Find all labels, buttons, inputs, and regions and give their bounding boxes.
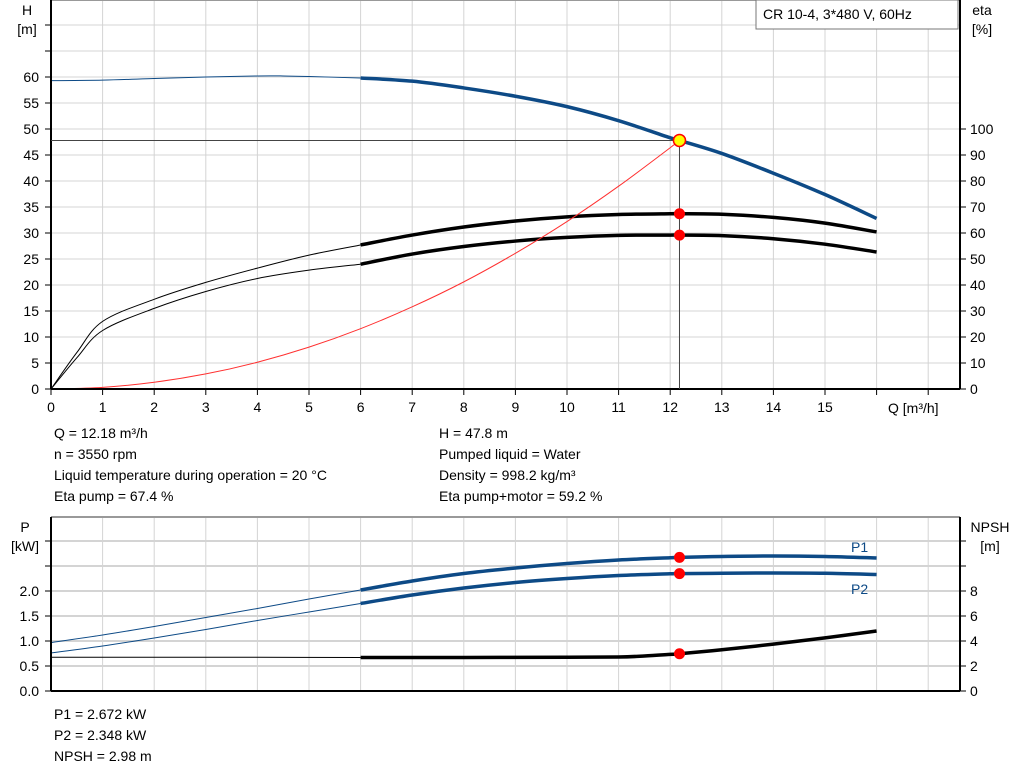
x-tick-label: 3	[202, 399, 210, 415]
readout-temperature: Liquid temperature during operation = 20…	[54, 467, 327, 483]
h-tick-label: 40	[23, 173, 39, 189]
eta-tick-label: 0	[970, 381, 978, 397]
P2-curve	[360, 571, 877, 606]
p1-series-label: P1	[851, 539, 868, 555]
x-tick-label: 1	[99, 399, 107, 415]
x-tick-label: 14	[766, 399, 782, 415]
top-chart-grid	[51, 0, 960, 389]
H-curve-extrapolated	[50, 75, 361, 82]
readout-npsh: NPSH = 2.98 m	[54, 748, 152, 764]
eta-axis-label: eta	[972, 2, 992, 18]
eta-tick-label: 70	[970, 199, 986, 215]
h-tick-label: 0	[31, 381, 39, 397]
p-tick-label: 1.0	[20, 633, 40, 649]
h-tick-label: 10	[23, 329, 39, 345]
p-tick-label: 0.5	[20, 658, 40, 674]
eta-tick-label: 100	[970, 121, 994, 137]
x-tick-label: 4	[254, 399, 262, 415]
axes: 0 1 2 3 4 5 6 7 8 9 10 11 12 13 14 15051015202530354045…	[20, 0, 994, 699]
npsh-axis-label: NPSH	[971, 519, 1010, 535]
readout-speed: n = 3550 rpm	[54, 446, 137, 462]
readout-q: Q = 12.18 m³/h	[54, 425, 148, 441]
x-tick-label: 0	[47, 399, 55, 415]
NPSH-curve	[360, 629, 877, 660]
eta_pump_motor-curve-extrapolated	[50, 263, 361, 390]
h-tick-label: 15	[23, 303, 39, 319]
eta-tick-label: 10	[970, 355, 986, 371]
title-box: CR 10-4, 3*480 V, 60Hz	[755, 0, 959, 30]
h-axis-unit: [m]	[17, 21, 36, 37]
duty-point-marker	[672, 133, 687, 148]
h-tick-label: 5	[31, 355, 39, 371]
readout-density: Density = 998.2 kg/m³	[439, 467, 576, 483]
readout-p1: P1 = 2.672 kW	[54, 706, 147, 722]
h-tick-label: 60	[23, 69, 39, 85]
x-tick-label: 15	[817, 399, 833, 415]
curves	[50, 75, 878, 660]
h-tick-label: 30	[23, 225, 39, 241]
npsh-tick-label: 2	[970, 658, 978, 674]
eta-tick-label: 80	[970, 173, 986, 189]
x-tick-label: 5	[305, 399, 313, 415]
eta-total-marker	[673, 229, 685, 241]
p-tick-label: 1.5	[20, 608, 40, 624]
npsh-tick-label: 0	[970, 683, 978, 699]
P2-curve-extrapolated	[50, 603, 361, 654]
h-tick-label: 20	[23, 277, 39, 293]
x-tick-label: 13	[714, 399, 730, 415]
eta-tick-label: 60	[970, 225, 986, 241]
x-tick-label: 7	[408, 399, 416, 415]
title-box-text: CR 10-4, 3*480 V, 60Hz	[763, 6, 912, 22]
h-tick-label: 55	[23, 95, 39, 111]
P1-curve	[360, 554, 877, 592]
npsh-tick-label: 6	[970, 608, 978, 624]
eta-axis-unit: [%]	[972, 21, 992, 37]
operating-point-markers	[51, 133, 687, 660]
readout-eta-total: Eta pump+motor = 59.2 %	[439, 488, 603, 504]
h-axis-label: H	[22, 2, 32, 18]
p-axis-unit: [kW]	[11, 538, 39, 554]
p-axis-label: P	[20, 519, 29, 535]
readout-p2: P2 = 2.348 kW	[54, 727, 147, 743]
p-tick-label: 0.0	[20, 683, 40, 699]
npsh-tick-label: 8	[970, 583, 978, 599]
eta-tick-label: 50	[970, 251, 986, 267]
h-tick-label: 45	[23, 147, 39, 163]
system_curve-curve	[50, 140, 680, 390]
x-tick-label: 10	[559, 399, 575, 415]
readout-head: H = 47.8 m	[439, 425, 508, 441]
x-tick-label: 2	[150, 399, 158, 415]
H-curve	[360, 76, 878, 221]
x-tick-label: 9	[512, 399, 520, 415]
P1-curve-extrapolated	[50, 589, 361, 643]
x-tick-label: 8	[460, 399, 468, 415]
p1-marker	[673, 551, 685, 563]
h-tick-label: 50	[23, 121, 39, 137]
eta-tick-label: 30	[970, 303, 986, 319]
readout-liquid: Pumped liquid = Water	[439, 446, 581, 462]
eta-tick-label: 20	[970, 329, 986, 345]
p-tick-label: 2.0	[20, 583, 40, 599]
x-tick-label: 12	[662, 399, 678, 415]
eta-tick-label: 40	[970, 277, 986, 293]
npsh-tick-label: 4	[970, 633, 978, 649]
h-tick-label: 35	[23, 199, 39, 215]
p2-series-label: P2	[851, 581, 868, 597]
q-axis-label: Q [m³/h]	[888, 400, 939, 416]
x-tick-label: 6	[357, 399, 365, 415]
p2-marker	[673, 568, 685, 580]
eta_pump-curve-extrapolated	[50, 244, 361, 390]
h-tick-label: 25	[23, 251, 39, 267]
x-tick-label: 11	[611, 399, 626, 415]
npsh-axis-unit: [m]	[980, 538, 999, 554]
npsh-marker	[673, 648, 685, 660]
eta_pump-curve	[360, 211, 877, 247]
eta-tick-label: 90	[970, 147, 986, 163]
eta-pump-marker	[673, 208, 685, 220]
readout-eta-pump: Eta pump = 67.4 %	[54, 488, 174, 504]
eta_pump_motor-curve	[360, 233, 877, 266]
bottom-chart-grid	[51, 517, 960, 691]
